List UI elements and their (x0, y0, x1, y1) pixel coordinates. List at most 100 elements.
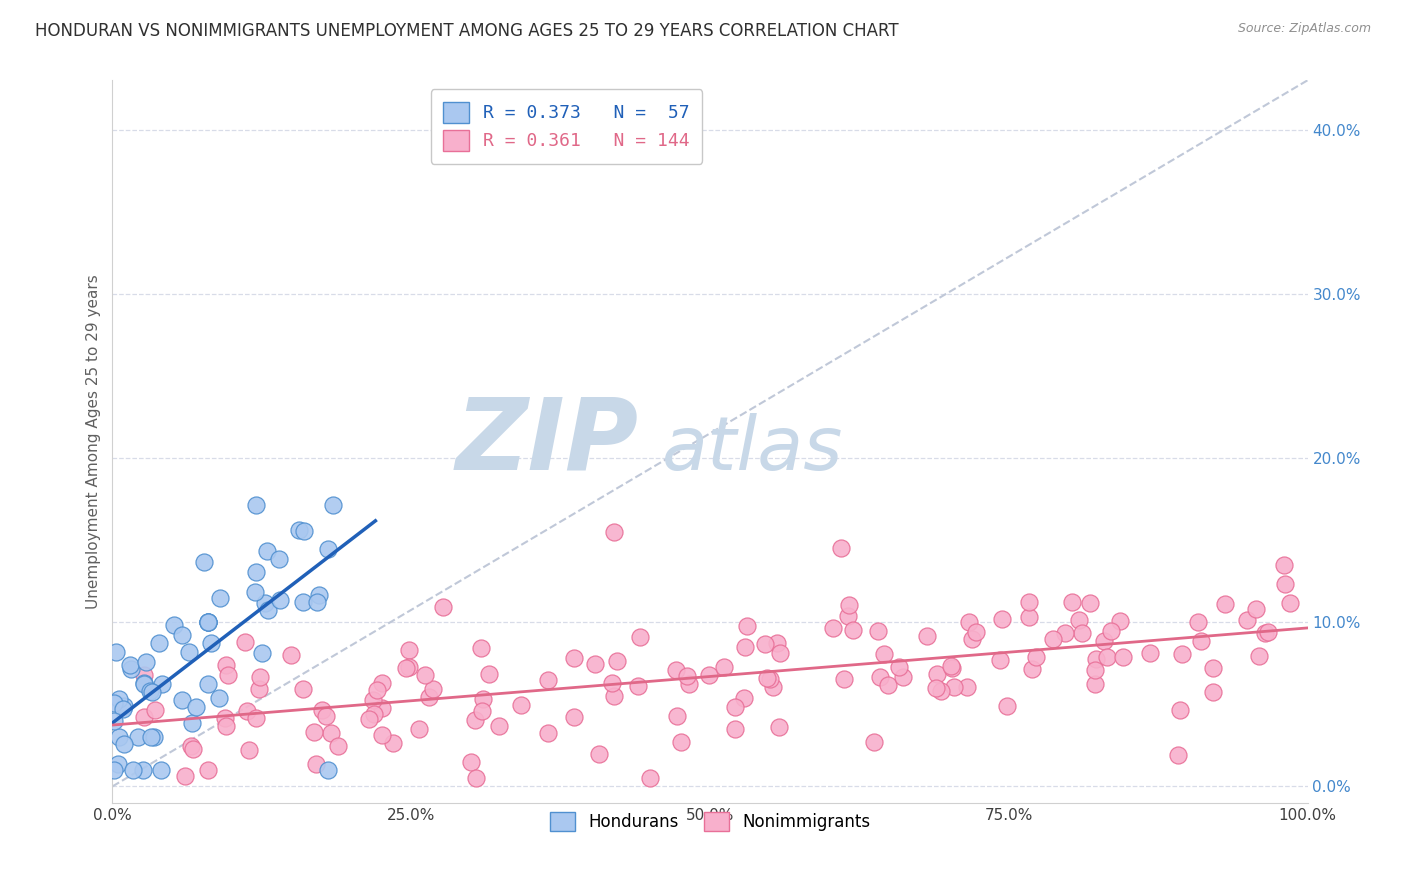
Point (366, 682, 388, 697)
Point (1171, 647, 1194, 661)
Point (316, 763, 339, 777)
Point (170, 627, 193, 641)
Point (308, 588, 330, 602)
Point (103, 697, 125, 711)
Point (762, 680, 785, 694)
Point (1085, 651, 1108, 665)
Text: HONDURAN VS NONIMMIGRANTS UNEMPLOYMENT AMONG AGES 25 TO 29 YEARS CORRELATION CHA: HONDURAN VS NONIMMIGRANTS UNEMPLOYMENT A… (35, 22, 898, 40)
Point (141, 684, 163, 698)
Point (103, 763, 125, 777)
Point (395, 661, 418, 675)
Point (311, 703, 333, 717)
Point (1018, 610, 1040, 624)
Point (724, 700, 747, 714)
Point (988, 653, 1011, 667)
Point (149, 763, 172, 777)
Point (292, 524, 315, 539)
Point (108, 692, 131, 706)
Point (1071, 625, 1094, 640)
Point (217, 668, 239, 682)
Point (1078, 596, 1101, 610)
Point (120, 662, 142, 676)
Point (831, 541, 853, 556)
Point (965, 625, 987, 640)
Point (408, 723, 430, 737)
Point (1108, 614, 1130, 628)
Point (583, 657, 606, 671)
Point (470, 640, 492, 655)
Point (1139, 646, 1161, 660)
Point (269, 593, 291, 607)
Point (873, 647, 896, 661)
Point (107, 730, 129, 744)
Point (214, 711, 236, 725)
Point (112, 737, 135, 751)
Point (995, 699, 1018, 714)
Point (245, 499, 267, 513)
Point (943, 680, 966, 694)
Point (1213, 597, 1236, 611)
Point (422, 681, 444, 696)
Point (142, 730, 165, 744)
Point (197, 615, 219, 630)
Point (132, 763, 155, 777)
Point (887, 660, 910, 674)
Point (841, 623, 863, 637)
Point (104, 645, 127, 659)
Point (371, 728, 394, 742)
Point (640, 771, 662, 785)
Point (1272, 558, 1295, 572)
Point (1042, 632, 1064, 646)
Point (319, 726, 342, 740)
Point (537, 725, 560, 739)
Point (754, 637, 776, 651)
Point (214, 718, 236, 732)
Point (180, 739, 202, 753)
Point (1069, 613, 1091, 627)
Point (134, 668, 156, 682)
Point (371, 675, 394, 690)
Text: ZIP: ZIP (456, 393, 638, 490)
Point (713, 659, 735, 673)
Point (207, 690, 229, 705)
Point (768, 646, 790, 660)
Point (256, 544, 278, 558)
Point (765, 636, 787, 650)
Point (1053, 626, 1076, 640)
Point (200, 636, 222, 650)
Point (357, 712, 380, 726)
Point (413, 667, 436, 681)
Y-axis label: Unemployment Among Ages 25 to 29 years: Unemployment Among Ages 25 to 29 years (86, 274, 101, 609)
Point (1187, 615, 1209, 629)
Point (756, 671, 779, 685)
Point (1236, 613, 1258, 627)
Point (247, 681, 270, 696)
Point (1254, 626, 1277, 640)
Point (269, 552, 291, 566)
Point (600, 676, 623, 690)
Point (197, 615, 219, 630)
Text: atlas: atlas (662, 413, 844, 484)
Point (991, 612, 1014, 626)
Point (1168, 704, 1191, 718)
Point (361, 693, 384, 707)
Point (432, 599, 454, 614)
Point (197, 677, 219, 691)
Point (1257, 624, 1279, 639)
Point (960, 632, 983, 646)
Point (1112, 649, 1135, 664)
Point (316, 541, 339, 556)
Point (288, 523, 311, 537)
Point (471, 704, 494, 718)
Point (929, 683, 952, 698)
Point (957, 615, 980, 629)
Point (537, 673, 560, 688)
Point (724, 722, 747, 736)
Point (254, 596, 277, 610)
Point (103, 714, 125, 728)
Point (941, 658, 963, 673)
Point (382, 736, 405, 750)
Point (328, 739, 350, 753)
Point (135, 655, 157, 669)
Point (1247, 648, 1270, 663)
